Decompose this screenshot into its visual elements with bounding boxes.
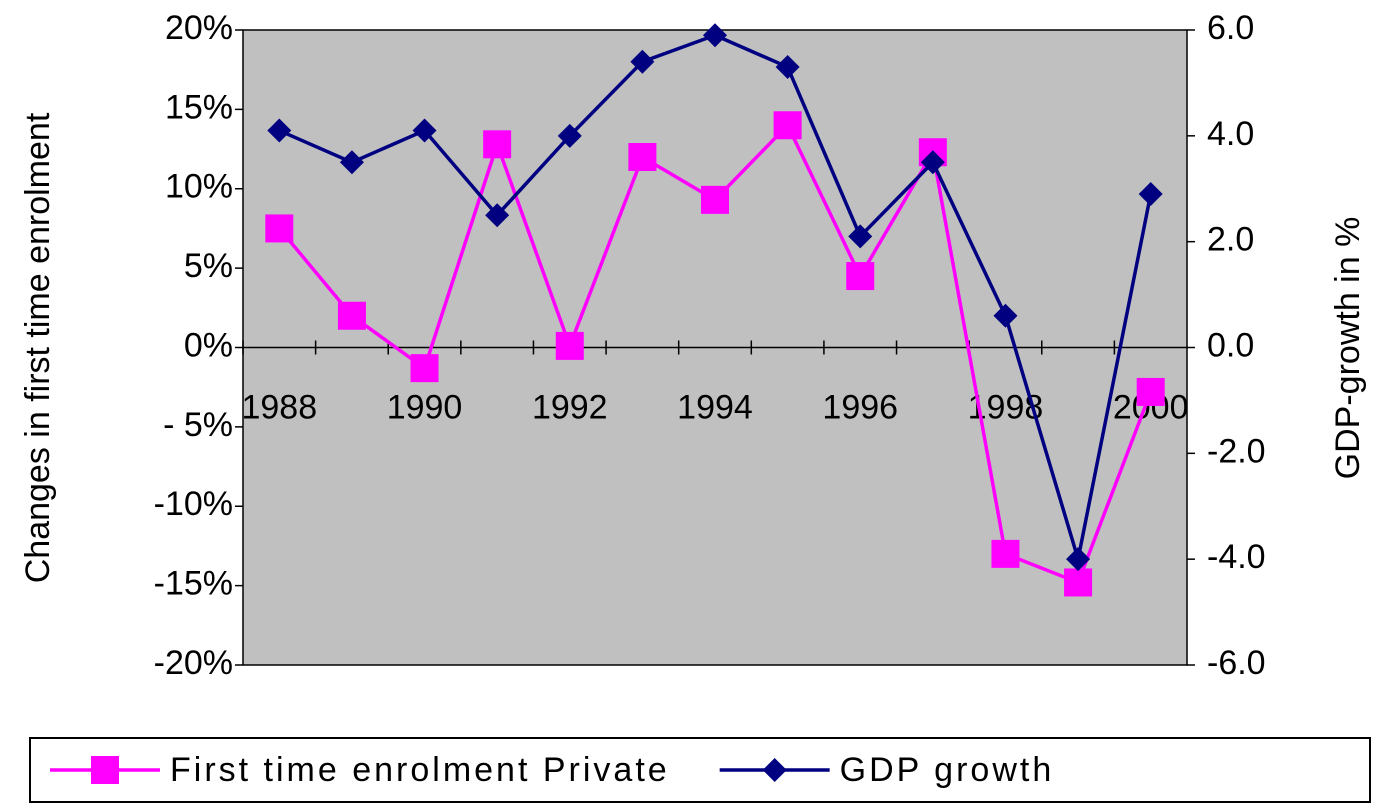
marker bbox=[701, 185, 729, 214]
legend-label: First time enrolment Private bbox=[170, 751, 670, 789]
marker bbox=[412, 118, 437, 143]
x-tick-label: 1994 bbox=[677, 388, 753, 426]
marker bbox=[337, 301, 366, 330]
legend bbox=[29, 737, 1371, 803]
x-tick-label: 1988 bbox=[241, 388, 317, 426]
legend-marker bbox=[91, 756, 119, 784]
marker bbox=[991, 539, 1020, 568]
y-tick-label: -15% bbox=[154, 565, 233, 603]
y2-axis-title: GDP-growth in % bbox=[1329, 217, 1367, 480]
y-tick-label: 15% bbox=[165, 88, 233, 126]
marker bbox=[1136, 377, 1165, 406]
y2-tick-label: -2.0 bbox=[1207, 432, 1266, 470]
y-tick-label: 20% bbox=[165, 9, 233, 47]
marker bbox=[410, 354, 439, 383]
marker bbox=[993, 303, 1018, 328]
y2-tick-label: 0.0 bbox=[1207, 326, 1254, 364]
y2-tick-label: 2.0 bbox=[1207, 221, 1254, 259]
legend-marker bbox=[762, 758, 787, 782]
y2-tick-label: -4.0 bbox=[1207, 538, 1266, 576]
marker bbox=[339, 150, 364, 175]
legend-label: GDP growth bbox=[840, 751, 1055, 789]
y-tick-label: 5% bbox=[184, 247, 233, 285]
marker bbox=[485, 203, 510, 228]
y-tick-label: -20% bbox=[154, 644, 233, 682]
marker bbox=[1064, 568, 1093, 597]
y-tick-label: - 5% bbox=[163, 406, 233, 444]
y-tick-label: -10% bbox=[154, 485, 233, 523]
marker bbox=[267, 118, 292, 143]
y-tick-label: 0% bbox=[184, 326, 233, 364]
marker bbox=[1138, 182, 1163, 207]
x-tick-label: 1996 bbox=[822, 388, 898, 426]
y2-tick-label: -6.0 bbox=[1207, 644, 1266, 682]
marker bbox=[483, 130, 512, 159]
marker bbox=[265, 214, 294, 243]
marker bbox=[630, 49, 655, 74]
marker bbox=[555, 331, 584, 360]
y-axis-title: Changes in first time enrolment bbox=[19, 112, 57, 583]
marker bbox=[848, 224, 873, 249]
marker bbox=[628, 143, 657, 171]
x-tick-label: 1990 bbox=[387, 388, 463, 426]
y2-tick-label: 4.0 bbox=[1207, 115, 1254, 153]
x-tick-label: 1992 bbox=[532, 388, 608, 426]
marker bbox=[773, 111, 802, 140]
marker bbox=[1066, 547, 1091, 572]
marker bbox=[703, 23, 727, 48]
marker bbox=[846, 262, 875, 291]
marker bbox=[775, 55, 800, 80]
marker bbox=[557, 123, 582, 148]
y-tick-label: 10% bbox=[165, 168, 233, 206]
marker bbox=[920, 150, 945, 175]
y2-tick-label: 6.0 bbox=[1207, 9, 1254, 47]
